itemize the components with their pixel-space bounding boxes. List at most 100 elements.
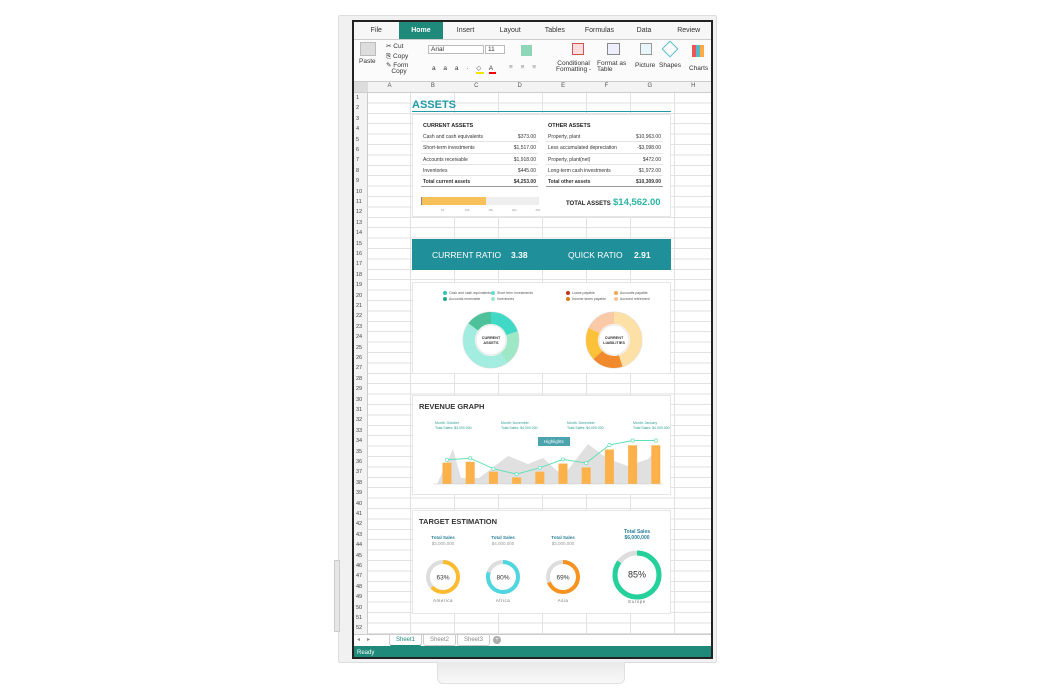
asset-row: Long-term cash investments $1,972.00 [546, 165, 663, 177]
revenue-line [446, 440, 656, 475]
donut-segment [586, 312, 642, 368]
monitor-side-button [334, 560, 340, 632]
row-header[interactable]: 15 [356, 240, 363, 247]
row-header[interactable]: 38 [356, 479, 363, 486]
row-header[interactable]: 31 [356, 407, 363, 413]
font-style-buttons[interactable]: a a a · ◇ A [432, 65, 497, 74]
row-header[interactable]: 12 [356, 209, 363, 216]
row-header[interactable]: 26 [356, 355, 363, 361]
tab-tables[interactable]: Tables [544, 27, 565, 34]
row-header[interactable]: 34 [356, 438, 363, 445]
column-header[interactable]: E [561, 83, 566, 89]
row-header[interactable]: 43 [356, 531, 363, 538]
cut-button[interactable]: ✂ Cut [386, 43, 404, 50]
column-header[interactable]: B [430, 83, 435, 89]
tab-data[interactable]: Data [636, 27, 652, 34]
target-label: Total Sales [491, 535, 515, 540]
row-header[interactable]: 44 [356, 542, 363, 549]
row-header[interactable]: 30 [356, 396, 363, 403]
row-header[interactable]: 8 [356, 167, 360, 174]
column-header[interactable]: H [691, 83, 696, 89]
conditional-formatting-button[interactable]: Conditional Formatting - [556, 60, 592, 73]
row-header[interactable]: 18 [356, 271, 363, 278]
picture-button[interactable]: Picture [635, 62, 656, 69]
tab-home[interactable]: Home [398, 22, 444, 39]
row-header[interactable]: 45 [356, 552, 363, 559]
row-header[interactable]: 3 [356, 115, 360, 122]
format-as-table-button[interactable]: Format as Table [597, 60, 627, 73]
row-header[interactable]: 4 [356, 126, 360, 133]
row-header[interactable]: 29 [356, 386, 363, 393]
column-header[interactable]: F [604, 83, 609, 89]
add-sheet-icon[interactable]: + [493, 636, 501, 644]
row-header[interactable]: 2 [356, 105, 360, 112]
note-month: Month: November [501, 421, 529, 425]
row-header[interactable]: 22 [356, 313, 363, 320]
tab-layout[interactable]: Layout [499, 27, 521, 34]
sheet-tabs-bar: ◂ ▸ Sheet1 Sheet2 Sheet3 + [354, 634, 711, 646]
format-copy-button[interactable]: ✎ Form Copy [386, 62, 409, 75]
row-header[interactable]: 6 [356, 147, 360, 153]
row-header[interactable]: 17 [356, 261, 363, 268]
tab-file[interactable]: File [370, 27, 382, 34]
row-header[interactable]: 33 [356, 427, 363, 434]
row-header[interactable]: 5 [356, 136, 360, 143]
row-header[interactable]: 1 [356, 95, 360, 101]
revenue-point [514, 472, 519, 477]
tab-insert[interactable]: Insert [456, 27, 475, 34]
sheet-tab-3[interactable]: Sheet3 [457, 635, 490, 646]
shapes-button[interactable]: Shapes [659, 62, 682, 69]
align-buttons[interactable]: ≡ ≡ ≡ [509, 64, 539, 71]
copy-button[interactable]: ⎘ Copy [386, 53, 409, 60]
select-all-corner[interactable] [354, 82, 368, 92]
row-header[interactable]: 10 [356, 188, 363, 195]
column-header[interactable]: C [474, 83, 479, 89]
tab-formulas[interactable]: Formulas [584, 27, 615, 34]
prev-sheet-arrow[interactable]: ◂ [357, 637, 361, 643]
row-header[interactable]: 32 [356, 417, 363, 424]
font-size-select[interactable]: 11 [485, 45, 505, 54]
row-header[interactable]: 11 [356, 199, 362, 205]
row-header[interactable]: 20 [356, 292, 363, 299]
row-header[interactable]: 7 [356, 157, 360, 164]
row-header[interactable]: 23 [356, 323, 363, 330]
highlights-badge[interactable]: Highlights [538, 437, 570, 446]
picture-icon [640, 43, 652, 55]
column-header[interactable]: D [517, 83, 522, 89]
row-header[interactable]: 46 [356, 563, 363, 569]
row-header[interactable]: 42 [356, 521, 363, 528]
row-header[interactable]: 9 [356, 178, 360, 185]
row-header[interactable]: 35 [356, 448, 363, 455]
row-header[interactable]: 25 [356, 344, 363, 351]
row-header[interactable]: 24 [356, 334, 363, 341]
row-header[interactable]: 40 [356, 500, 363, 507]
legend-item: Cash and cash equivalents [443, 291, 491, 296]
row-header[interactable]: 13 [356, 219, 363, 226]
row-header[interactable]: 49 [356, 594, 363, 601]
charts-button[interactable]: Charts [689, 65, 709, 72]
row-header[interactable]: 27 [356, 365, 363, 372]
row-header[interactable]: 41 [356, 511, 363, 517]
column-header[interactable]: A [387, 83, 392, 89]
row-header[interactable]: 14 [356, 230, 363, 237]
row-header[interactable]: 50 [356, 604, 363, 611]
sheet-tab-1[interactable]: Sheet1 [389, 635, 422, 646]
row-header[interactable]: 28 [356, 375, 363, 382]
row-header[interactable]: 36 [356, 459, 363, 465]
row-header[interactable]: 47 [356, 573, 363, 580]
font-select[interactable]: Arial [428, 45, 484, 54]
row-header[interactable]: 48 [356, 583, 363, 590]
row-header[interactable]: 39 [356, 490, 363, 497]
row-header[interactable]: 16 [356, 251, 363, 257]
tab-review[interactable]: Review [677, 27, 701, 34]
row-header[interactable]: 51 [356, 615, 363, 621]
row-header[interactable]: 19 [356, 282, 363, 289]
next-sheet-arrow[interactable]: ▸ [367, 637, 371, 643]
row-header[interactable]: 37 [356, 469, 363, 476]
row-header[interactable]: 52 [356, 625, 363, 632]
sheet-tab-2[interactable]: Sheet2 [423, 635, 456, 646]
paste-button[interactable]: Paste [359, 58, 376, 65]
align-center-button[interactable] [521, 45, 532, 56]
column-header[interactable]: G [647, 83, 653, 89]
row-header[interactable]: 21 [356, 303, 363, 309]
